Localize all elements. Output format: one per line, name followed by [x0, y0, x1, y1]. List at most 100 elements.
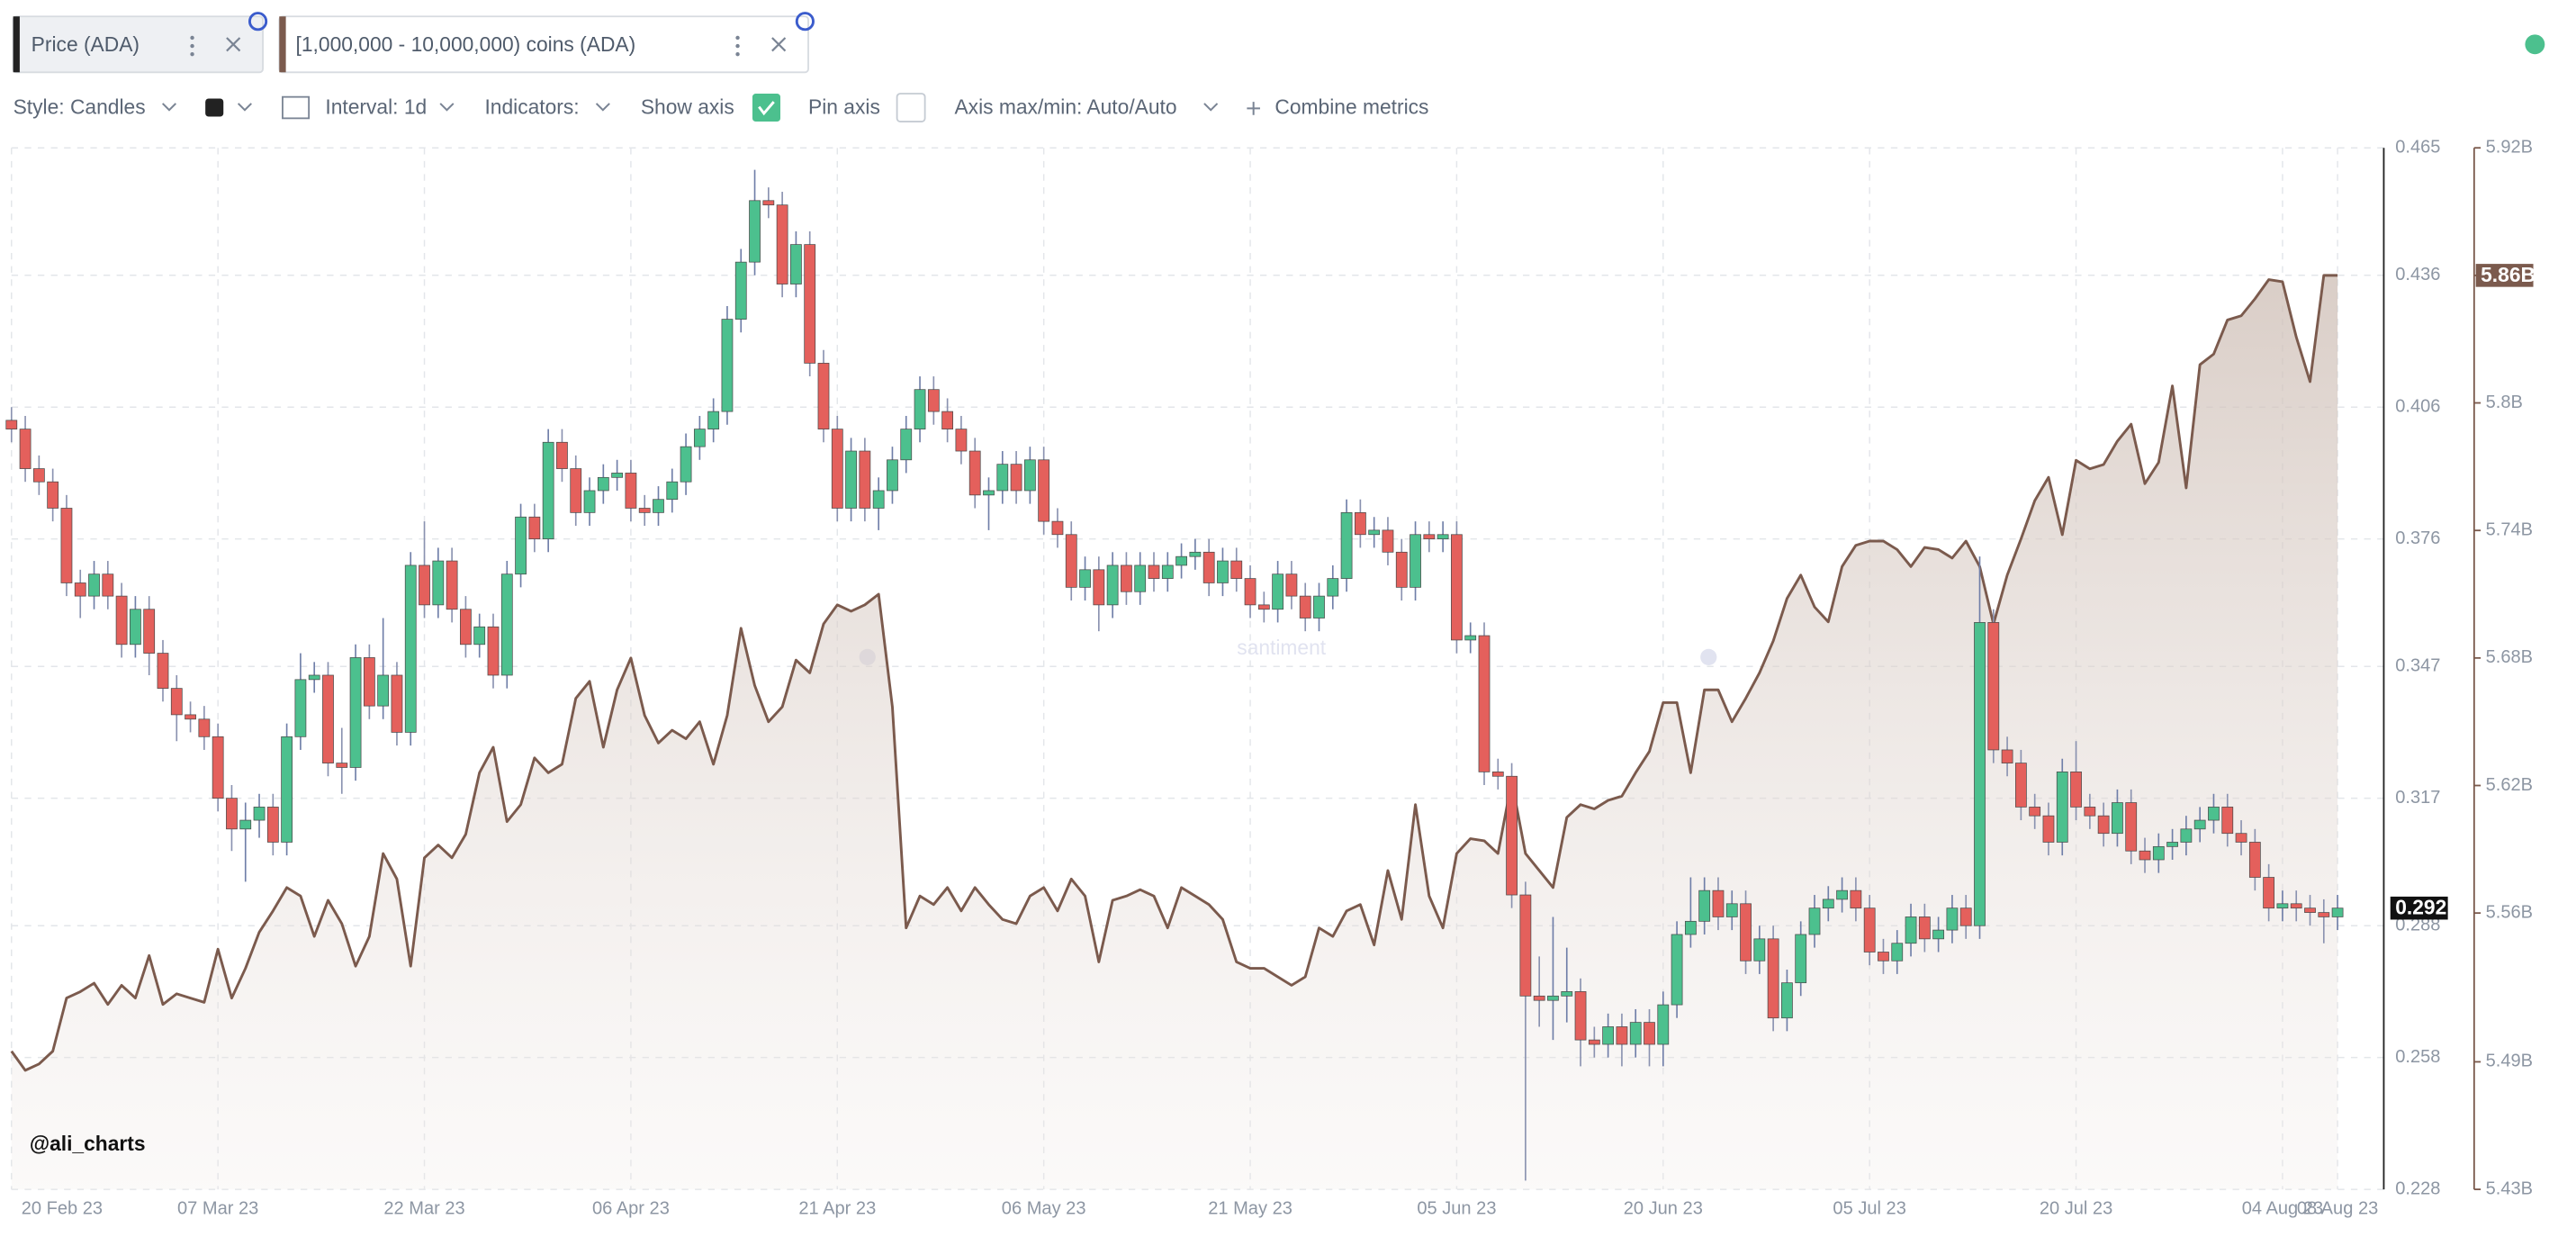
x-tick-label: 06 May 23	[1002, 1198, 1086, 1218]
candle-body	[1451, 534, 1463, 641]
candle-body	[955, 429, 968, 452]
candle-body	[115, 595, 128, 646]
candle-body	[1740, 903, 1752, 962]
candle-body	[130, 609, 141, 646]
candle-body	[872, 490, 885, 509]
candle-body	[1217, 560, 1229, 583]
candle-body	[157, 653, 169, 689]
candle-body	[404, 564, 417, 733]
axis-maxmin-select[interactable]: Axis max/min: Auto/Auto	[954, 95, 1176, 118]
candle-body	[1684, 920, 1697, 935]
pin-axis-checkbox[interactable]	[896, 93, 926, 122]
indicators-select[interactable]: Indicators:	[484, 95, 579, 118]
candle-body	[1161, 564, 1174, 579]
candle-body	[707, 411, 720, 429]
candle-body	[2001, 749, 2013, 763]
candle-body	[2248, 842, 2261, 878]
candle-body	[1106, 564, 1119, 606]
candle-body	[734, 261, 747, 320]
candle-body	[294, 679, 307, 737]
candle-body	[1712, 889, 1725, 917]
tab-label: Price (ADA)	[32, 32, 140, 56]
show-axis-label: Show axis	[641, 95, 734, 118]
interval-select[interactable]: Interval: 1d	[325, 95, 427, 118]
y-tick-label: 0.258	[2395, 1047, 2440, 1067]
x-tick-label: 05 Jul 23	[1833, 1198, 1905, 1218]
candle-body	[391, 674, 403, 733]
candle-body	[1023, 459, 1036, 492]
candle-body	[1340, 512, 1353, 579]
candle-body	[2125, 802, 2138, 852]
style-select[interactable]: Style: Candles	[14, 95, 146, 118]
candle-body	[1863, 907, 1876, 953]
candle-body	[1079, 569, 1091, 588]
candle-body	[1354, 512, 1366, 536]
candle-body	[363, 657, 375, 707]
candle-body	[1753, 938, 1766, 962]
x-tick-label: 08 Aug 23	[2297, 1198, 2378, 1218]
candle-body	[1959, 907, 1972, 926]
candle-body	[2166, 842, 2178, 847]
candle-body	[2331, 907, 2344, 917]
candle-body	[1616, 1026, 1628, 1045]
candle-body	[721, 319, 734, 412]
candle-body	[1257, 604, 1270, 610]
combine-metrics[interactable]: Combine metrics	[1274, 95, 1428, 118]
candle-body	[1175, 555, 1187, 566]
candle-body	[2235, 833, 2247, 843]
candle-body	[2263, 877, 2275, 909]
show-axis-checkbox[interactable]	[752, 94, 780, 122]
candle-body	[1244, 578, 1256, 606]
candle-body	[60, 508, 73, 583]
candle-body	[1230, 560, 1243, 579]
candle-body	[1574, 991, 1587, 1041]
candle-body	[1588, 1039, 1600, 1045]
candle-body	[2152, 845, 2165, 861]
metric-tab[interactable]: Price (ADA)	[12, 12, 268, 74]
candle-body	[1533, 995, 1545, 1001]
y2-tick-label: 5.56B	[2486, 902, 2533, 922]
candle-body	[5, 420, 18, 429]
y2-tick-label: 5.68B	[2486, 647, 2533, 667]
last-value-label: 0.292	[2395, 896, 2446, 919]
candle-body	[2084, 807, 2096, 817]
watermark: santiment	[859, 636, 1717, 666]
candle-body	[1629, 1022, 1642, 1045]
watermark-text: santiment	[1237, 636, 1327, 659]
candle-body	[2318, 912, 2330, 917]
y-tick-label: 0.228	[2395, 1178, 2440, 1198]
candle-body	[804, 244, 816, 364]
candle-body	[239, 819, 252, 830]
metric-tab[interactable]: [1,000,000 - 10,000,000) coins (ADA)	[278, 12, 815, 74]
candle-body	[2029, 807, 2041, 817]
candle-body	[1795, 934, 1807, 984]
candle-body	[1987, 622, 2000, 751]
pin-axis-label: Pin axis	[808, 95, 880, 118]
x-tick-label: 20 Feb 23	[22, 1198, 103, 1218]
candle-body	[1932, 929, 1945, 940]
candle-body	[2193, 819, 2206, 830]
candle-body	[88, 573, 100, 597]
candle-body	[102, 573, 114, 597]
x-tick-label: 22 Mar 23	[383, 1198, 464, 1218]
y-tick-label: 0.465	[2395, 138, 2440, 158]
candle-body	[1946, 907, 1959, 931]
candle-body	[515, 516, 527, 575]
candle-body	[1918, 916, 1931, 940]
candle-body	[625, 473, 637, 509]
candle-body	[776, 204, 788, 284]
interval-icon	[282, 95, 311, 120]
candle-body	[638, 508, 651, 513]
candle-body	[1781, 982, 1793, 1019]
color-swatch[interactable]	[205, 98, 224, 117]
candle-body	[185, 714, 196, 720]
candle-body	[1491, 771, 1504, 777]
candle-body	[914, 389, 926, 429]
candle-body	[74, 582, 86, 597]
candle-body	[528, 516, 541, 540]
candle-body	[377, 674, 390, 707]
y2-tick-label: 5.62B	[2486, 775, 2533, 795]
y2-tick-label: 5.43B	[2486, 1178, 2533, 1198]
candle-body	[198, 718, 211, 737]
candle-body	[1561, 991, 1573, 997]
